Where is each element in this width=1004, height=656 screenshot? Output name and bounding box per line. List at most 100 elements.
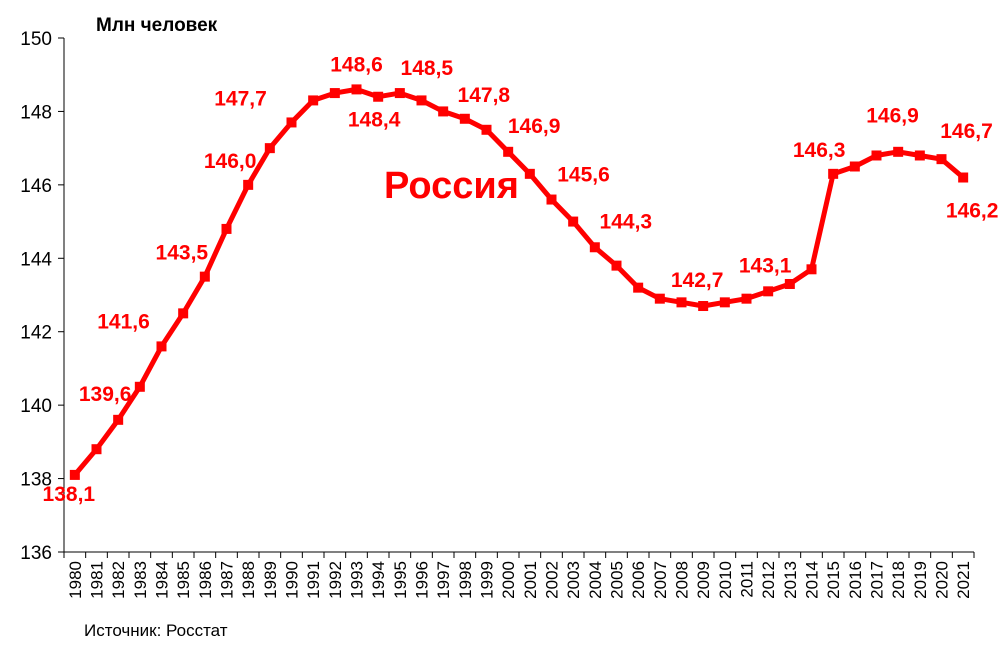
data-point-2009 [698, 301, 709, 312]
data-point-2007 [654, 293, 665, 304]
x-tick-label: 2015 [824, 561, 843, 599]
x-tick-label: 1984 [153, 561, 172, 599]
data-point-1980 [69, 469, 80, 480]
data-point-2014 [806, 264, 817, 275]
data-point-2015 [828, 168, 839, 179]
y-tick-label: 150 [20, 29, 52, 50]
data-point-1995 [394, 88, 405, 99]
data-point-2004 [589, 242, 600, 253]
y-tick-label: 138 [20, 470, 52, 491]
x-tick-label: 2014 [803, 561, 822, 599]
data-point-2018 [893, 146, 904, 157]
data-point-2003 [568, 216, 579, 227]
data-point-1986 [199, 271, 210, 282]
data-point-2010 [719, 297, 730, 308]
x-tick-label: 2003 [564, 561, 583, 599]
data-point-1992 [329, 88, 340, 99]
x-tick-label: 1995 [391, 561, 410, 599]
y-axis-ticks: 136 138 140 142 144 146 148 150 [20, 29, 64, 564]
x-tick-label: 2017 [868, 561, 887, 599]
data-label-1988: 146,0 [204, 150, 257, 173]
x-tick-label: 1994 [369, 561, 388, 599]
data-label-2020: 146,7 [940, 120, 993, 143]
x-tick-label: 2009 [694, 561, 713, 599]
data-label-2015: 146,3 [793, 139, 846, 162]
data-label-1982: 139,6 [79, 383, 132, 406]
y-tick-label: 144 [20, 249, 52, 270]
x-tick-label: 2005 [608, 561, 627, 599]
data-point-1991 [308, 95, 319, 106]
population-series [69, 84, 969, 480]
x-tick-label: 1982 [109, 561, 128, 599]
x-tick-label: 2008 [673, 561, 692, 599]
x-tick-label: 2016 [846, 561, 865, 599]
x-tick-label: 2000 [499, 561, 518, 599]
data-point-1990 [286, 117, 297, 128]
data-label-1998: 147,8 [458, 84, 511, 107]
data-label-2009: 142,7 [671, 269, 724, 292]
x-tick-label: 2001 [521, 561, 540, 599]
x-tick-label: 2019 [911, 561, 930, 599]
data-point-1998 [459, 113, 470, 124]
data-point-2020 [936, 154, 947, 165]
x-tick-label: 1996 [413, 561, 432, 599]
data-point-2001 [524, 168, 535, 179]
x-tick-label: 2020 [933, 561, 952, 599]
data-point-1985 [178, 308, 189, 319]
data-point-1983 [134, 381, 145, 392]
data-point-1988 [243, 179, 254, 190]
data-point-2008 [676, 297, 687, 308]
x-tick-label: 1998 [456, 561, 475, 599]
data-point-1984 [156, 341, 167, 352]
y-tick-label: 136 [20, 543, 52, 564]
x-tick-label: 1999 [478, 561, 497, 599]
x-tick-label: 1981 [88, 561, 107, 599]
x-tick-label: 2007 [651, 561, 670, 599]
data-label-1990: 147,7 [214, 87, 267, 110]
x-tick-label: 2021 [954, 561, 973, 599]
x-tick-label: 2012 [759, 561, 778, 599]
x-tick-label: 1997 [434, 561, 453, 599]
x-tick-label: 1983 [131, 561, 150, 599]
data-label-1995: 148,5 [401, 57, 454, 80]
data-labels: 138,1 139,6 141,6 143,5 146,0 147,7 148,6 148,4… [43, 53, 999, 506]
data-point-1999 [481, 124, 492, 135]
data-label-1994: 148,4 [348, 109, 401, 132]
data-point-2021 [958, 172, 969, 183]
x-tick-label: 1987 [218, 561, 237, 599]
data-point-2006 [633, 282, 644, 293]
data-label-1993: 148,6 [330, 53, 383, 76]
data-point-2019 [914, 150, 925, 161]
data-point-2012 [763, 286, 774, 297]
data-point-2013 [784, 278, 795, 289]
x-tick-label: 1990 [283, 561, 302, 599]
data-label-1984: 141,6 [97, 310, 150, 333]
data-point-2017 [871, 150, 882, 161]
x-tick-label: 1986 [196, 561, 215, 599]
data-label-2000: 146,9 [508, 115, 561, 138]
data-point-2016 [849, 161, 860, 172]
data-label-1980: 138,1 [43, 483, 96, 506]
data-point-1996 [416, 95, 427, 106]
data-point-2011 [741, 293, 752, 304]
x-tick-label: 1988 [239, 561, 258, 599]
x-tick-label: 2004 [586, 561, 605, 599]
x-tick-label: 2006 [629, 561, 648, 599]
data-point-2000 [503, 146, 514, 157]
data-point-1989 [264, 143, 275, 154]
data-point-2005 [611, 260, 622, 271]
y-tick-label: 142 [20, 323, 52, 344]
data-label-1986: 143,5 [156, 242, 209, 265]
data-label-2004: 144,3 [600, 210, 653, 233]
series-line [72, 86, 966, 478]
data-label-2012: 143,1 [739, 254, 792, 277]
source-note: Источник: Росстат [84, 621, 228, 640]
x-tick-label: 2011 [738, 561, 757, 598]
data-point-1987 [221, 223, 232, 234]
data-label-2002: 145,6 [557, 164, 610, 187]
x-tick-label: 1980 [66, 561, 85, 599]
x-tick-label: 2002 [543, 561, 562, 599]
x-tick-label: 2010 [716, 561, 735, 599]
x-tick-label: 2013 [781, 561, 800, 599]
y-tick-label: 146 [20, 176, 52, 197]
